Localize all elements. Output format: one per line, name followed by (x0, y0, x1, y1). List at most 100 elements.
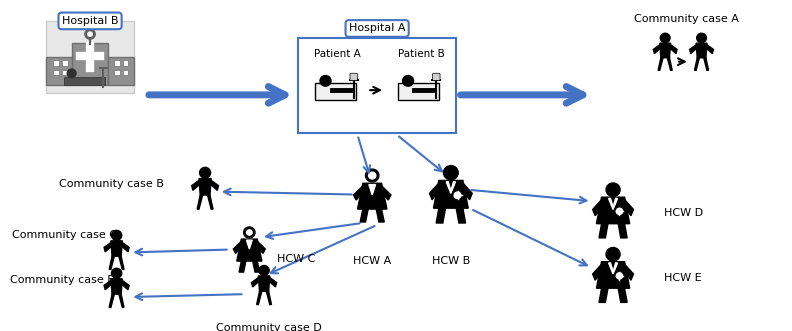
Polygon shape (239, 261, 246, 272)
Polygon shape (360, 209, 368, 222)
Circle shape (67, 69, 76, 77)
Polygon shape (429, 183, 440, 200)
Circle shape (606, 248, 620, 261)
Polygon shape (446, 182, 455, 193)
Polygon shape (266, 291, 272, 305)
Polygon shape (623, 264, 634, 280)
Text: HCW C: HCW C (277, 254, 315, 264)
FancyBboxPatch shape (123, 70, 128, 75)
Polygon shape (122, 280, 129, 290)
Polygon shape (253, 261, 260, 272)
Polygon shape (353, 186, 364, 200)
Polygon shape (660, 43, 671, 58)
FancyBboxPatch shape (432, 73, 440, 80)
Polygon shape (111, 279, 122, 294)
Polygon shape (599, 288, 608, 303)
FancyBboxPatch shape (64, 77, 105, 85)
Polygon shape (246, 240, 252, 249)
Text: HCW D: HCW D (664, 209, 703, 218)
FancyBboxPatch shape (53, 70, 59, 75)
Polygon shape (696, 43, 707, 58)
Polygon shape (369, 185, 375, 195)
Circle shape (88, 32, 93, 36)
Polygon shape (704, 58, 709, 70)
Circle shape (244, 227, 255, 238)
Polygon shape (199, 178, 211, 195)
Circle shape (366, 169, 379, 182)
Polygon shape (258, 276, 270, 291)
Polygon shape (433, 180, 468, 208)
Polygon shape (104, 280, 112, 290)
Text: HCW B: HCW B (432, 256, 470, 266)
Text: HCW A: HCW A (353, 256, 391, 266)
Polygon shape (706, 45, 714, 54)
Polygon shape (256, 241, 265, 254)
Circle shape (320, 75, 331, 86)
FancyBboxPatch shape (62, 61, 68, 66)
FancyBboxPatch shape (53, 61, 59, 66)
Circle shape (444, 166, 459, 180)
Polygon shape (619, 288, 627, 303)
Polygon shape (592, 200, 603, 216)
Polygon shape (592, 264, 603, 280)
Polygon shape (119, 256, 124, 269)
Polygon shape (623, 200, 634, 216)
Circle shape (452, 190, 463, 201)
FancyBboxPatch shape (114, 70, 120, 75)
Polygon shape (619, 224, 627, 238)
Polygon shape (252, 278, 259, 287)
Polygon shape (197, 195, 203, 209)
Polygon shape (257, 291, 262, 305)
Polygon shape (109, 256, 114, 269)
Circle shape (454, 192, 461, 199)
Text: Patient A: Patient A (314, 49, 361, 59)
Polygon shape (211, 180, 219, 190)
Circle shape (606, 183, 620, 197)
Circle shape (259, 265, 269, 275)
Polygon shape (608, 198, 618, 210)
Polygon shape (192, 180, 200, 190)
Polygon shape (436, 208, 446, 223)
FancyBboxPatch shape (109, 57, 135, 85)
Polygon shape (608, 263, 618, 274)
Polygon shape (695, 58, 699, 70)
Text: Hospital A: Hospital A (349, 24, 406, 33)
Polygon shape (668, 58, 672, 70)
FancyBboxPatch shape (71, 43, 109, 85)
Circle shape (112, 268, 122, 278)
Circle shape (661, 33, 670, 43)
Circle shape (245, 228, 254, 237)
Circle shape (402, 75, 413, 86)
Circle shape (616, 273, 623, 279)
Polygon shape (237, 239, 262, 261)
Polygon shape (109, 294, 114, 307)
Polygon shape (376, 209, 384, 222)
Polygon shape (269, 278, 276, 287)
Polygon shape (596, 197, 630, 224)
Polygon shape (690, 45, 697, 54)
Text: Hospital B: Hospital B (62, 16, 118, 26)
FancyBboxPatch shape (398, 83, 439, 100)
Text: Community case D: Community case D (216, 323, 322, 331)
Polygon shape (380, 186, 391, 200)
Polygon shape (596, 262, 630, 288)
Text: Community case A: Community case A (634, 14, 739, 24)
Polygon shape (234, 241, 242, 254)
FancyBboxPatch shape (299, 38, 455, 133)
Circle shape (200, 167, 211, 178)
Circle shape (367, 170, 378, 181)
Text: HCW E: HCW E (664, 273, 702, 283)
Polygon shape (658, 58, 663, 70)
Circle shape (615, 207, 625, 216)
Polygon shape (456, 208, 466, 223)
Circle shape (697, 33, 706, 43)
Polygon shape (357, 183, 387, 209)
Polygon shape (122, 243, 129, 252)
Text: Community case C: Community case C (12, 230, 117, 240)
Circle shape (85, 29, 95, 39)
Circle shape (112, 230, 122, 240)
Circle shape (615, 271, 625, 281)
FancyBboxPatch shape (350, 73, 357, 80)
Polygon shape (111, 241, 122, 256)
FancyBboxPatch shape (46, 57, 71, 85)
